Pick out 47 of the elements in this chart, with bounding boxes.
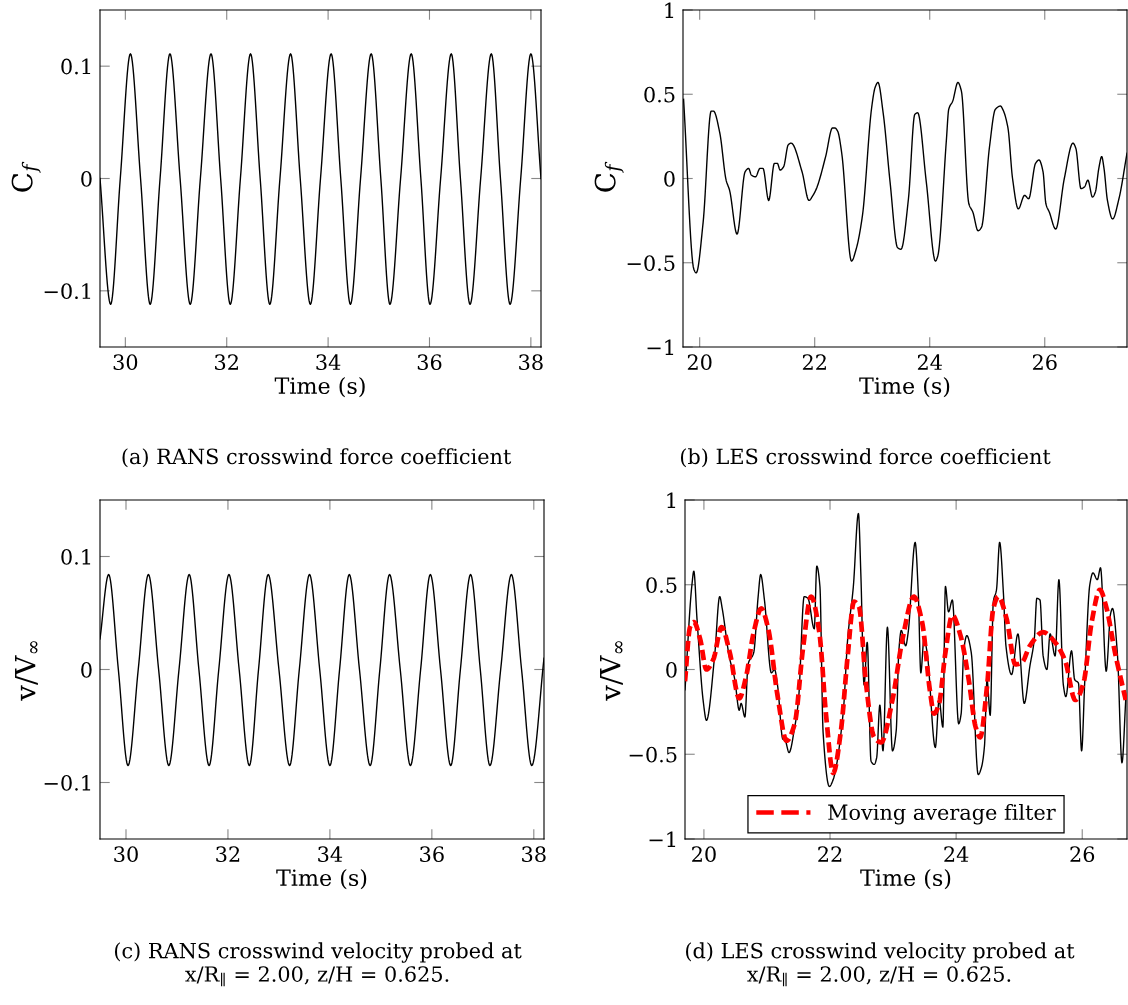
x-tick-label: 30 <box>114 846 138 863</box>
y-tick-label: 1 <box>667 492 676 508</box>
y-tick-label: −0.1 <box>44 283 91 300</box>
y-axis-title: v/V$_{∞}$ <box>15 641 38 701</box>
x-axis-title: Time (s) <box>860 868 951 890</box>
x-axis-title: Time (s) <box>276 868 367 890</box>
x-tick-label: 24 <box>944 846 969 862</box>
x-tick-label: 38 <box>519 354 543 371</box>
x-tick-label: 34 <box>316 354 341 371</box>
x-axis-title: Time (s) <box>859 376 950 398</box>
x-tick-label: 36 <box>420 846 444 863</box>
text: (a) RANS crosswind force coefficient <box>122 448 512 468</box>
text: (b) LES crosswind force coefficient <box>680 448 1051 468</box>
y-tick-label: 0 <box>81 661 92 678</box>
y-tick-label: 0.1 <box>61 58 91 75</box>
y-axis-title: C$_{f}$ <box>594 161 624 192</box>
x-tick-label: 36 <box>417 354 442 371</box>
x-tick-label: 34 <box>318 846 343 863</box>
text: (c) RANS crosswind velocity probed at x/R$_{∥}$ = 2.00, z/H = 0.625. <box>114 942 522 987</box>
y-tick-label: −0.1 <box>44 774 91 791</box>
y-axis-title: C$_{f}$ <box>11 161 41 192</box>
x-tick-label: 20 <box>692 846 716 863</box>
x-tick-label: 26 <box>1070 846 1095 863</box>
y-tick-label: −1 <box>649 831 676 847</box>
x-tick-label: 30 <box>113 354 138 371</box>
y-tick-label: 0.1 <box>61 548 91 565</box>
x-tick-label: 32 <box>215 354 238 371</box>
y-axis-title: v/V$_{∞}$ <box>600 641 623 701</box>
y-tick-label: 0 <box>664 170 675 187</box>
x-axis-title: Time (s) <box>274 376 365 398</box>
legend-label: Moving average filter <box>828 803 1056 825</box>
y-tick-label: 1 <box>665 2 674 18</box>
y-tick-label: 0 <box>666 661 677 678</box>
x-tick-label: 22 <box>802 354 826 370</box>
text: (d) LES crosswind velocity probed at x/R$_{∥}$ = 2.00, z/H = 0.625. <box>686 942 1075 987</box>
y-tick-label: 0.5 <box>644 86 675 103</box>
y-tick-label: −0.5 <box>627 255 675 271</box>
x-tick-label: 26 <box>1032 354 1057 371</box>
x-tick-label: 24 <box>917 354 942 370</box>
y-tick-label: −0.5 <box>629 746 677 763</box>
x-tick-label: 38 <box>522 846 546 863</box>
x-tick-label: 22 <box>818 846 842 862</box>
x-tick-label: 20 <box>687 354 712 371</box>
y-tick-label: 0 <box>81 170 92 187</box>
x-tick-label: 32 <box>216 846 240 863</box>
y-tick-label: −1 <box>647 339 674 355</box>
y-tick-label: 0.5 <box>646 577 677 593</box>
